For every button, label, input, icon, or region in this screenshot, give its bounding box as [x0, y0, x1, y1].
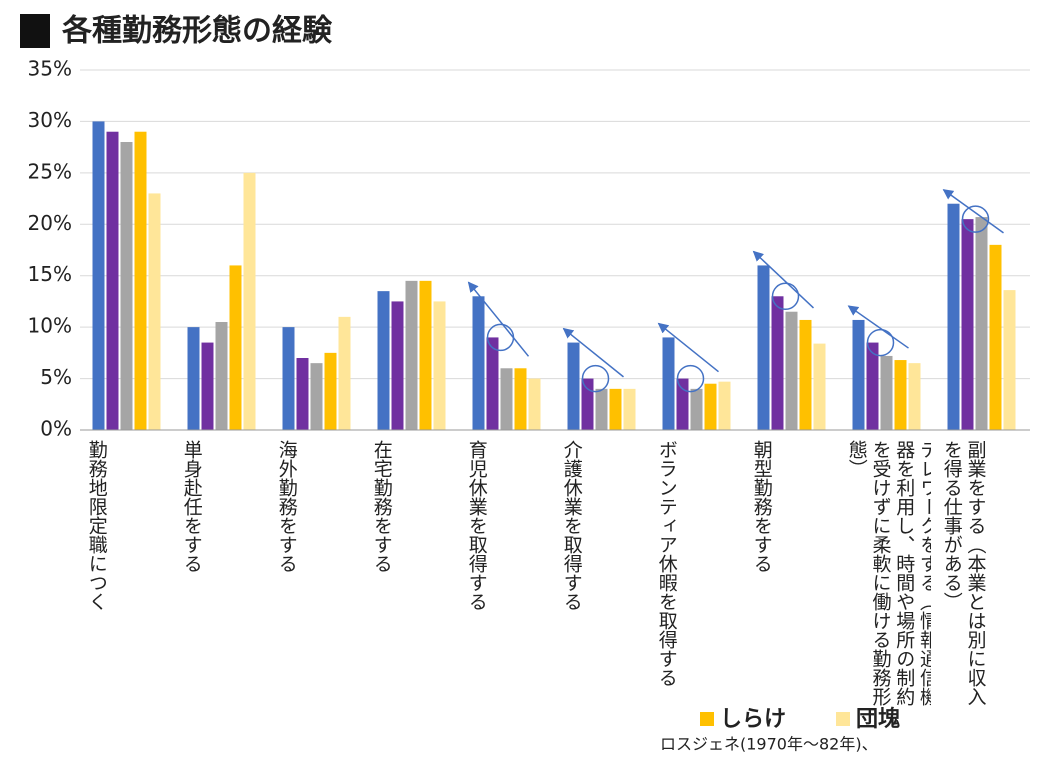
x-label-box: 単身赴任をする	[180, 440, 203, 573]
bar	[106, 131, 119, 430]
x-tick-label: 介護休業を取得する	[560, 440, 583, 611]
bar	[894, 360, 907, 430]
bar	[229, 265, 242, 430]
highlight-circle	[486, 323, 515, 352]
bar	[880, 355, 893, 430]
bar	[377, 291, 390, 430]
chart-title: 各種勤務形態の経験	[61, 14, 333, 49]
bar	[757, 265, 770, 430]
bar	[947, 203, 960, 430]
highlight-circle	[866, 328, 895, 357]
x-tick-label: 副業をする（本業とは別に収入を得る仕事がある）	[940, 440, 987, 706]
bar	[514, 368, 527, 430]
bar	[866, 342, 879, 430]
y-tick-label: 0%	[40, 417, 72, 441]
y-tick-label: 25%	[28, 159, 72, 183]
trend-arrow	[657, 322, 719, 373]
bar	[201, 342, 214, 430]
trend-arrow	[942, 189, 1004, 234]
bar	[623, 388, 636, 430]
bar	[704, 383, 717, 430]
bar	[662, 337, 675, 430]
bar	[486, 337, 499, 430]
highlight-circle	[676, 364, 705, 393]
trend-arrow	[752, 250, 815, 309]
legend-swatch	[836, 712, 851, 726]
x-tick-label: 単身赴任をする	[180, 440, 203, 573]
bar	[975, 217, 988, 430]
bar	[296, 358, 309, 430]
bar	[1003, 290, 1016, 430]
bar	[134, 131, 147, 430]
y-tick-label: 35%	[28, 57, 72, 81]
x-tick-label: 朝型勤務をする	[750, 440, 773, 573]
x-label-box: 朝型勤務をする	[750, 440, 773, 573]
bar	[92, 121, 105, 430]
x-tick-label: 海外勤務をする	[275, 440, 298, 573]
legend-swatch	[700, 712, 714, 726]
x-label-box: 在宅勤務をする	[370, 440, 393, 573]
bar	[419, 280, 432, 430]
trend-arrow	[467, 281, 530, 357]
x-label-box: 勤務地限定職につく	[85, 440, 108, 611]
bar	[595, 388, 608, 430]
bar	[120, 142, 133, 430]
highlight-circle	[771, 282, 800, 311]
bar	[785, 311, 798, 430]
legend-label: 団塊	[856, 706, 900, 732]
bar	[528, 378, 541, 430]
bar	[690, 388, 703, 430]
y-tick-label: 15%	[28, 262, 72, 286]
x-tick-label: 勤務地限定職につく	[85, 440, 108, 611]
y-tick-label: 10%	[28, 314, 72, 338]
x-tick-label: テレワークをする（情報通信機器を利用し、時間や場所の制約を受けずに柔軟に働ける勤…	[845, 440, 931, 706]
bar	[472, 296, 485, 430]
bar	[148, 193, 161, 430]
bar	[799, 319, 812, 430]
bar	[310, 363, 323, 430]
bar	[609, 388, 622, 430]
x-tick-label: 育児休業を取得する	[465, 440, 488, 611]
bar	[433, 301, 446, 430]
y-tick-label: 5%	[40, 365, 72, 389]
x-label-box: 海外勤務をする	[275, 440, 298, 573]
bar	[567, 342, 580, 430]
highlight-circle	[581, 364, 610, 393]
x-label-box: 介護休業を取得する	[560, 440, 583, 611]
bar	[718, 381, 731, 430]
footnote: ロスジェネ(1970年〜82年)、	[660, 735, 878, 754]
x-tick-label: 在宅勤務をする	[370, 440, 393, 573]
x-label-box: 育児休業を取得する	[465, 440, 488, 611]
trend-arrow	[847, 305, 909, 349]
y-tick-label: 20%	[28, 211, 72, 235]
bar	[771, 296, 784, 430]
bar	[813, 343, 826, 430]
bar	[338, 316, 351, 430]
bar	[391, 301, 404, 430]
x-tick-label: ボランティア休暇を取得する	[655, 440, 678, 687]
bar	[852, 319, 865, 430]
title-icon	[20, 14, 50, 48]
bar	[908, 363, 921, 430]
bar	[676, 378, 689, 430]
bar	[324, 352, 337, 430]
bar	[215, 322, 228, 430]
bar	[187, 327, 200, 430]
x-label-box: ボランティア休暇を取得する	[655, 440, 678, 687]
y-tick-label: 30%	[28, 108, 72, 132]
x-label-box: 副業をする（本業とは別に収入を得る仕事がある）	[940, 440, 987, 706]
bar	[405, 280, 418, 430]
bar	[989, 244, 1002, 430]
bar	[961, 219, 974, 430]
legend-label: しらけ	[720, 707, 786, 732]
bar	[243, 172, 256, 430]
highlight-circle	[961, 205, 990, 233]
bar	[282, 327, 295, 430]
bar	[581, 378, 594, 430]
trend-arrow	[562, 327, 624, 378]
bar	[500, 368, 513, 430]
x-label-box: テレワークをする（情報通信機器を利用し、時間や場所の制約を受けずに柔軟に働ける勤…	[845, 440, 931, 706]
